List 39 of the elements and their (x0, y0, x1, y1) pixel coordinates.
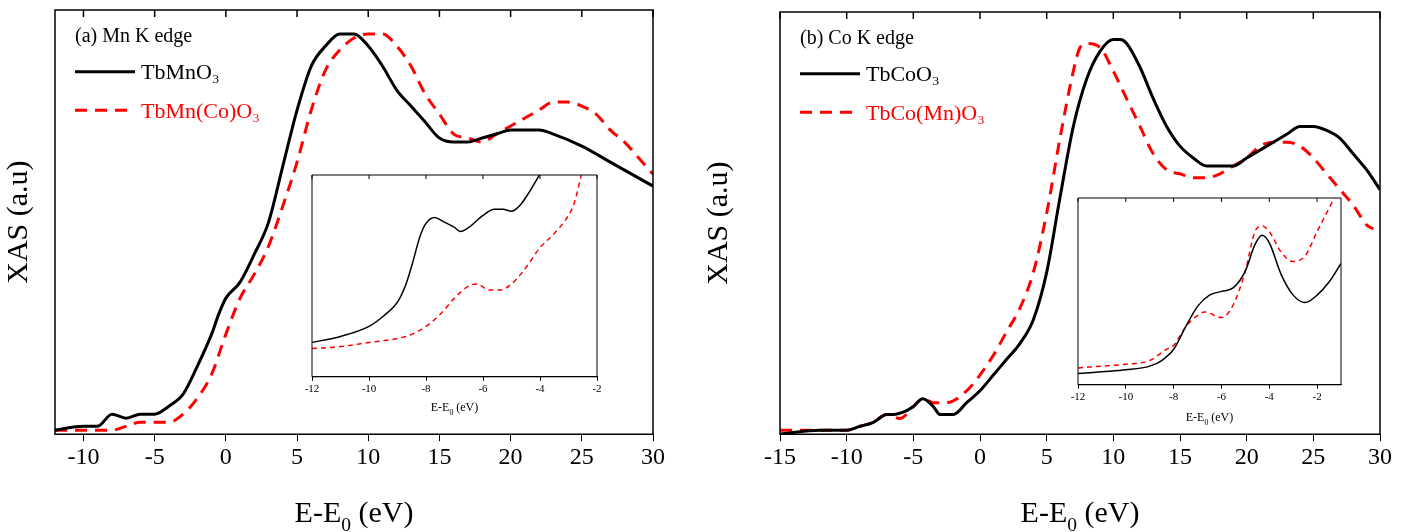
x-tick-label: 20 (1234, 442, 1259, 469)
annotation: (a) Mn K edge (75, 24, 193, 47)
x-tick-label: -10 (830, 442, 863, 469)
x-tick-label: -10 (1118, 390, 1134, 403)
x-tick-label: -6 (478, 382, 489, 395)
x-tick-label: -15 (764, 442, 796, 469)
x-tick-label: -4 (1264, 390, 1275, 403)
legend-label: TbMnO₃ (141, 59, 220, 85)
x-tick-label: 5 (291, 442, 304, 469)
x-tick-label: -5 (903, 442, 924, 469)
x-tick-label: 20 (498, 442, 523, 469)
x-tick-label: 5 (1040, 442, 1053, 469)
x-tick-label: -10 (361, 382, 377, 395)
x-tick-label: -4 (535, 382, 546, 395)
x-tick-label: -8 (421, 382, 432, 395)
x-tick-label: 0 (219, 442, 232, 469)
x-tick-label: 10 (1101, 442, 1126, 469)
legend-label: TbMn(Co)O₃ (141, 97, 260, 123)
y-axis-title: XAS (a.u) (0, 160, 34, 284)
x-tick-label: -10 (67, 442, 100, 469)
x-tick-label: -2 (1312, 390, 1322, 403)
x-tick-label: 10 (356, 442, 381, 469)
x-tick-label: 0 (974, 442, 986, 469)
x-tick-label: 30 (1368, 442, 1392, 469)
x-tick-label: 25 (1301, 442, 1326, 469)
x-tick-label: -2 (592, 382, 602, 395)
x-tick-label: -8 (1169, 390, 1179, 403)
legend-label: TbCo(Mn)O₃ (866, 99, 985, 125)
x-tick-label: 25 (569, 442, 594, 469)
x-tick-label: -12 (1070, 390, 1086, 403)
legend-label: TbCoO₃ (866, 61, 940, 87)
annotation: (b) Co K edge (800, 26, 914, 49)
x-tick-label: 30 (641, 442, 665, 469)
x-tick-label: -12 (304, 382, 320, 395)
x-tick-label: -6 (1216, 390, 1227, 403)
x-tick-label: 15 (427, 442, 452, 469)
y-axis-title: XAS (a.u) (700, 161, 734, 285)
x-tick-label: -5 (144, 442, 165, 469)
x-tick-label: 15 (1168, 442, 1192, 469)
